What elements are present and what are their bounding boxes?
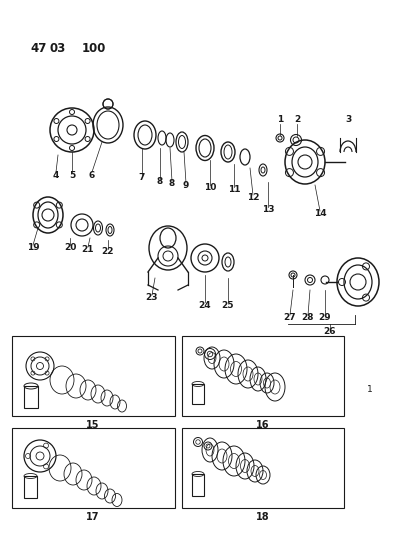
Bar (192, 474, 204, 496)
Text: 14: 14 (314, 209, 326, 219)
Text: 24: 24 (199, 301, 211, 310)
Text: 11: 11 (228, 185, 240, 195)
Text: 5: 5 (69, 171, 75, 180)
Text: 16: 16 (256, 420, 270, 430)
Text: 9: 9 (183, 182, 189, 190)
Text: 13: 13 (262, 206, 274, 214)
Text: 26: 26 (324, 327, 336, 336)
Text: 18: 18 (256, 512, 270, 522)
Text: 100: 100 (82, 42, 106, 54)
Text: 28: 28 (302, 313, 314, 322)
Text: 23: 23 (146, 294, 158, 303)
Text: 4: 4 (53, 171, 59, 180)
Text: 15: 15 (86, 420, 100, 430)
Text: 19: 19 (27, 244, 39, 253)
Text: 8: 8 (157, 177, 163, 187)
Text: 6: 6 (89, 171, 95, 180)
Text: 47: 47 (30, 42, 47, 54)
Text: 25: 25 (222, 301, 234, 310)
Text: 8: 8 (169, 180, 175, 189)
Bar (12, 336, 175, 416)
Text: 27: 27 (284, 313, 296, 322)
Text: 17: 17 (86, 512, 100, 522)
Bar (24, 386, 38, 408)
Text: 1: 1 (367, 385, 373, 394)
Bar (182, 336, 344, 416)
Text: 2: 2 (294, 116, 300, 125)
Text: 21: 21 (82, 246, 94, 254)
Text: 7: 7 (139, 174, 145, 182)
Text: 3: 3 (345, 116, 351, 125)
Bar (192, 384, 204, 404)
Bar (24, 476, 37, 498)
Text: 12: 12 (247, 193, 259, 203)
Text: 22: 22 (102, 247, 114, 256)
Text: 1: 1 (277, 116, 283, 125)
Bar (12, 428, 175, 508)
Text: 03: 03 (50, 42, 66, 54)
Text: 29: 29 (319, 313, 331, 322)
Bar (182, 428, 344, 508)
Text: 20: 20 (64, 244, 76, 253)
Text: 10: 10 (204, 183, 216, 192)
